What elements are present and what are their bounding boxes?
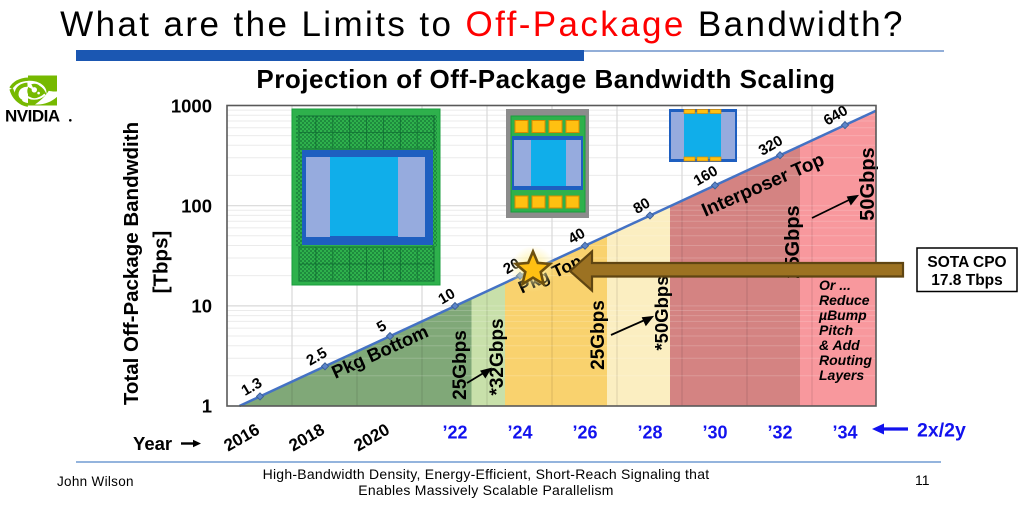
- svg-text:*50Gbps: *50Gbps: [651, 275, 672, 350]
- svg-text:2016: 2016: [221, 420, 263, 455]
- svg-text:Layers: Layers: [819, 367, 864, 383]
- svg-text:50Gbps: 50Gbps: [857, 147, 879, 220]
- svg-text:17.8 Tbps: 17.8 Tbps: [931, 272, 1003, 289]
- svg-text:*32Gbps: *32Gbps: [487, 318, 508, 395]
- svg-text:100: 100: [181, 196, 212, 217]
- svg-text:’22: ’22: [442, 423, 467, 443]
- svg-text:Or ...: Or ...: [819, 277, 851, 293]
- svg-text:25Gbps: 25Gbps: [450, 330, 471, 400]
- svg-text:’28: ’28: [637, 423, 662, 443]
- svg-text:2020: 2020: [351, 420, 393, 455]
- svg-text:’26: ’26: [572, 423, 597, 443]
- svg-text:Routing: Routing: [819, 352, 872, 368]
- svg-text:2x/2y: 2x/2y: [917, 420, 966, 442]
- svg-text:Pitch: Pitch: [819, 322, 853, 338]
- svg-text:10: 10: [435, 285, 458, 308]
- svg-text:& Add: & Add: [819, 337, 860, 353]
- svg-text:80: 80: [630, 195, 653, 218]
- svg-text:’34: ’34: [832, 423, 857, 443]
- svg-text:NVIDIA: NVIDIA: [5, 107, 60, 126]
- svg-text:’30: ’30: [702, 423, 727, 443]
- svg-text:SOTA CPO: SOTA CPO: [927, 254, 1006, 271]
- svg-text:1: 1: [202, 396, 212, 417]
- svg-text:1000: 1000: [171, 96, 212, 117]
- svg-text:[Tbps]: [Tbps]: [150, 231, 173, 294]
- svg-text:25Gbps: 25Gbps: [782, 205, 804, 278]
- svg-text:Reduce: Reduce: [819, 292, 870, 308]
- svg-text:Total Off-Package Bandwdith: Total Off-Package Bandwdith: [120, 122, 143, 405]
- svg-text:’32: ’32: [767, 423, 792, 443]
- svg-text:25Gbps: 25Gbps: [588, 300, 609, 370]
- svg-text:2018: 2018: [286, 420, 328, 455]
- svg-text:’24: ’24: [507, 423, 532, 443]
- svg-text:10: 10: [191, 296, 212, 317]
- svg-text:40: 40: [565, 225, 588, 248]
- svg-text:Year: Year: [133, 433, 172, 454]
- svg-text:µBump: µBump: [818, 307, 867, 323]
